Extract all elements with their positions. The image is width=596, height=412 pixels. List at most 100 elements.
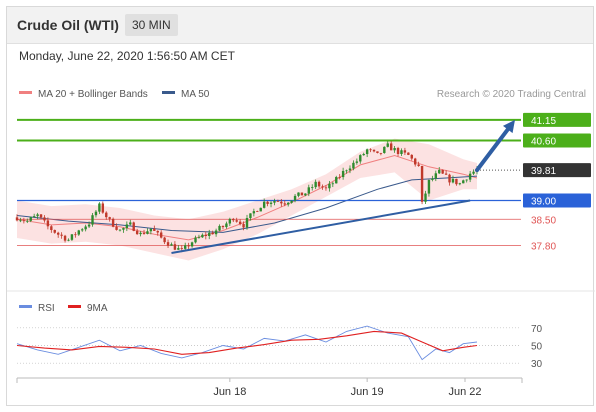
candle-body bbox=[369, 149, 372, 151]
candle-body bbox=[84, 226, 87, 230]
candle-body bbox=[438, 169, 441, 174]
candle-body bbox=[472, 171, 475, 174]
candle-body bbox=[352, 162, 355, 169]
candle-body bbox=[448, 174, 451, 183]
candle-body bbox=[256, 211, 259, 212]
candle-body bbox=[39, 214, 43, 218]
level-label-40-60: 40.60 bbox=[531, 137, 556, 148]
legend-rsi-swatch bbox=[19, 305, 32, 308]
candle-body bbox=[29, 217, 32, 221]
legend-ma20-swatch bbox=[19, 91, 32, 94]
candle-body bbox=[60, 234, 63, 236]
x-tick-label: Jun 18 bbox=[213, 386, 246, 398]
support-trendline bbox=[171, 199, 471, 254]
candle-body bbox=[252, 211, 256, 214]
candle-body bbox=[389, 143, 393, 151]
candle-body bbox=[317, 181, 321, 187]
candle-body bbox=[424, 193, 427, 202]
candle-body bbox=[286, 202, 290, 205]
level-tag-41-15 bbox=[523, 112, 591, 127]
candle-body bbox=[235, 220, 238, 222]
candle-body bbox=[273, 200, 276, 203]
candle-body bbox=[434, 173, 438, 179]
candle-body bbox=[290, 200, 293, 203]
x-ticks: Jun 18 Jun 19 Jun 22 bbox=[213, 378, 482, 398]
candle-body bbox=[67, 239, 70, 241]
rsi-plot: 70 50 30 bbox=[16, 324, 543, 370]
candle-body bbox=[132, 222, 135, 231]
chart-header: Crude Oil (WTI) 30 MIN bbox=[7, 7, 593, 44]
rsi-tick-70: 70 bbox=[531, 324, 543, 335]
candle-body bbox=[46, 220, 50, 227]
candle-body bbox=[139, 232, 142, 235]
candle-body bbox=[321, 186, 324, 188]
candle-body bbox=[232, 218, 235, 221]
candle-body bbox=[383, 146, 386, 153]
candle-body bbox=[225, 223, 228, 228]
candle-body bbox=[15, 217, 19, 221]
candle-body bbox=[91, 215, 94, 225]
candle-body bbox=[22, 220, 26, 222]
candle-body bbox=[56, 232, 60, 235]
candle-body bbox=[259, 207, 262, 212]
candle-body bbox=[331, 183, 335, 185]
candle-body bbox=[396, 148, 400, 154]
candle-body bbox=[36, 214, 39, 217]
candles bbox=[15, 141, 479, 253]
timeframe-badge[interactable]: 30 MIN bbox=[125, 14, 178, 36]
candle-body bbox=[166, 242, 170, 246]
candle-body bbox=[63, 235, 67, 241]
candle-body bbox=[115, 226, 118, 230]
candle-body bbox=[111, 218, 115, 227]
candle-body bbox=[204, 234, 208, 237]
candle-body bbox=[208, 232, 211, 237]
candle-body bbox=[53, 230, 56, 233]
candle-body bbox=[242, 223, 245, 228]
candle-body bbox=[108, 217, 111, 219]
candle-body bbox=[262, 201, 266, 208]
candle-body bbox=[338, 177, 341, 178]
candle-body bbox=[81, 229, 84, 231]
chart-canvas: MA 20 + Bollinger Bands MA 50 Research ©… bbox=[7, 89, 595, 398]
candle-body bbox=[180, 248, 183, 249]
current-price-tag bbox=[523, 163, 591, 178]
candle-body bbox=[70, 234, 74, 240]
candle-body bbox=[400, 150, 403, 154]
candle-body bbox=[468, 173, 472, 180]
candle-body bbox=[211, 232, 214, 235]
candle-body bbox=[311, 187, 314, 188]
candle-body bbox=[87, 224, 91, 227]
candle-body bbox=[201, 234, 204, 238]
candle-body bbox=[32, 216, 36, 218]
rsi-tick-30: 30 bbox=[531, 359, 543, 370]
candle-body bbox=[280, 201, 283, 204]
candle-body bbox=[283, 203, 286, 205]
candle-body bbox=[276, 200, 280, 202]
candle-body bbox=[19, 220, 22, 222]
candle-body bbox=[197, 237, 201, 239]
level-label-38-50: 38.50 bbox=[531, 215, 556, 226]
candle-body bbox=[365, 149, 369, 155]
candle-body bbox=[386, 143, 389, 147]
candle-body bbox=[129, 222, 132, 225]
rsi-tick-50: 50 bbox=[531, 342, 543, 353]
candle-body bbox=[214, 230, 218, 235]
candle-body bbox=[359, 155, 362, 162]
chart-panel: Crude Oil (WTI) 30 MIN Monday, June 22, … bbox=[6, 6, 595, 406]
candle-body bbox=[269, 202, 273, 204]
candle-body bbox=[451, 178, 455, 183]
level-tag-39-00 bbox=[523, 193, 591, 208]
candle-body bbox=[194, 237, 197, 243]
candle-body bbox=[153, 228, 156, 231]
price-plot: 41.15 40.60 39.81 39.00 38.50 37.80 bbox=[15, 112, 591, 261]
candle-body bbox=[300, 192, 304, 196]
forecast-arrow-head bbox=[502, 119, 515, 134]
candle-body bbox=[341, 170, 345, 178]
candle-body bbox=[122, 228, 125, 230]
x-tick-label: Jun 22 bbox=[448, 386, 481, 398]
candle-body bbox=[417, 164, 420, 166]
candle-body bbox=[355, 161, 359, 163]
candle-body bbox=[427, 179, 431, 194]
candle-body bbox=[163, 237, 166, 243]
candle-body bbox=[414, 158, 417, 165]
